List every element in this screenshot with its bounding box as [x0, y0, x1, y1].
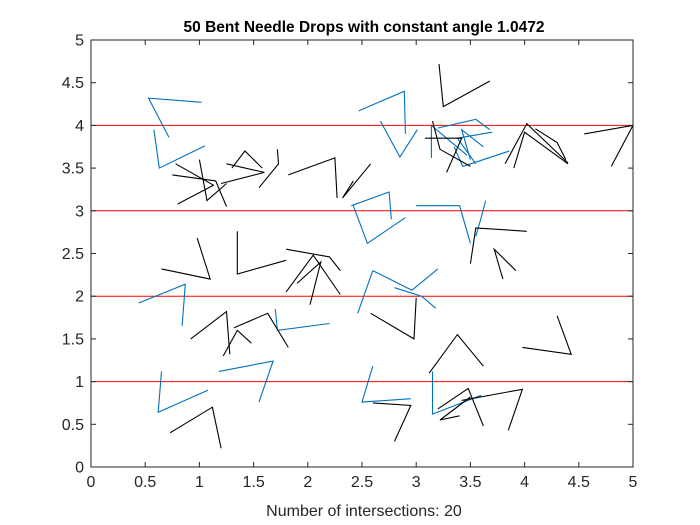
bent-needle	[153, 129, 206, 169]
x-tick-label: 2.5	[351, 474, 373, 491]
bent-needle	[286, 248, 341, 271]
bent-needle	[198, 159, 227, 202]
bent-needle	[172, 174, 228, 207]
x-tick-label: 3	[412, 474, 421, 491]
bent-needle	[233, 312, 289, 348]
bent-needle	[394, 287, 437, 309]
bent-needle	[535, 128, 567, 160]
y-tick-label: 2.5	[62, 246, 84, 263]
bent-needle	[416, 205, 471, 244]
x-tick-label: 1.5	[242, 474, 264, 491]
x-tick-label: 0	[87, 474, 96, 491]
bent-needle	[379, 120, 418, 159]
bent-needle	[222, 329, 252, 357]
bent-needle	[288, 157, 338, 199]
bent-needle	[424, 137, 463, 173]
bent-needle	[522, 315, 573, 355]
bent-needle	[428, 333, 484, 374]
x-tick-label: 5	[629, 474, 638, 491]
bent-needle	[461, 388, 524, 431]
bent-needle	[231, 150, 263, 169]
x-tick-label: 4.5	[568, 474, 590, 491]
bent-needle	[370, 297, 417, 340]
bent-needle	[460, 128, 484, 160]
y-tick-label: 4.5	[62, 75, 84, 92]
bent-needle	[469, 227, 527, 264]
bent-needle	[513, 131, 569, 169]
bent-needle	[493, 247, 517, 280]
bent-needle	[372, 268, 439, 291]
bent-needle	[357, 270, 374, 314]
bent-needle	[431, 120, 471, 167]
bent-needle	[352, 205, 406, 245]
x-axis-label: Number of intersections: 20	[266, 503, 462, 520]
bent-needle	[296, 260, 322, 305]
y-tick-label: 0.5	[62, 417, 84, 434]
bent-needle	[236, 231, 287, 275]
bent-needle	[175, 163, 215, 205]
x-tick-label: 1	[195, 474, 204, 491]
x-tick-label: 2	[303, 474, 312, 491]
horizontal-reference-lines	[91, 124, 633, 383]
bent-needle	[358, 90, 406, 134]
y-tick-label: 2	[75, 289, 84, 306]
bent-needle	[342, 163, 372, 199]
bent-needle	[372, 402, 412, 442]
y-tick-label: 1.5	[62, 331, 84, 348]
bent-needle	[218, 360, 274, 403]
tick-labels: 0 0.5 1 1.5 2 2.5 3 3.5 4 4.5 5 0 0.5 1 1.5 2 2.5 3 3.5 4 4.…	[62, 33, 638, 492]
y-tick-label: 3.5	[62, 161, 84, 178]
bent-needle	[157, 371, 209, 414]
bent-needle	[437, 118, 491, 131]
y-tick-label: 3	[75, 203, 84, 220]
y-tick-label: 5	[75, 33, 84, 50]
bent-needle	[430, 124, 468, 158]
bent-needle	[169, 406, 222, 449]
bent-needle	[258, 149, 280, 189]
bent-needle	[161, 237, 212, 280]
bent-needle	[437, 387, 484, 427]
bent-needle	[138, 283, 186, 327]
bent-needle	[190, 310, 231, 355]
chart-title: 50 Bent Needle Drops with constant angle…	[184, 19, 545, 36]
bent-needle	[147, 97, 202, 138]
bent-needle	[439, 396, 471, 421]
bent-needle	[361, 366, 411, 403]
x-tick-label: 3.5	[459, 474, 481, 491]
axes	[90, 39, 634, 468]
x-tick-label: 0.5	[134, 474, 156, 491]
x-tick-label: 4	[520, 474, 529, 491]
bent-needle	[220, 163, 265, 185]
bent-needle	[475, 200, 487, 237]
y-tick-label: 1	[75, 374, 84, 391]
y-tick-label: 4	[75, 118, 84, 135]
bent-needle	[351, 191, 392, 220]
y-tick-label: 0	[75, 460, 84, 477]
needles-group	[138, 63, 635, 449]
bent-needle	[285, 254, 341, 295]
bent-needle	[453, 146, 510, 168]
bent-needle	[504, 122, 569, 165]
bent-needle	[438, 63, 491, 108]
